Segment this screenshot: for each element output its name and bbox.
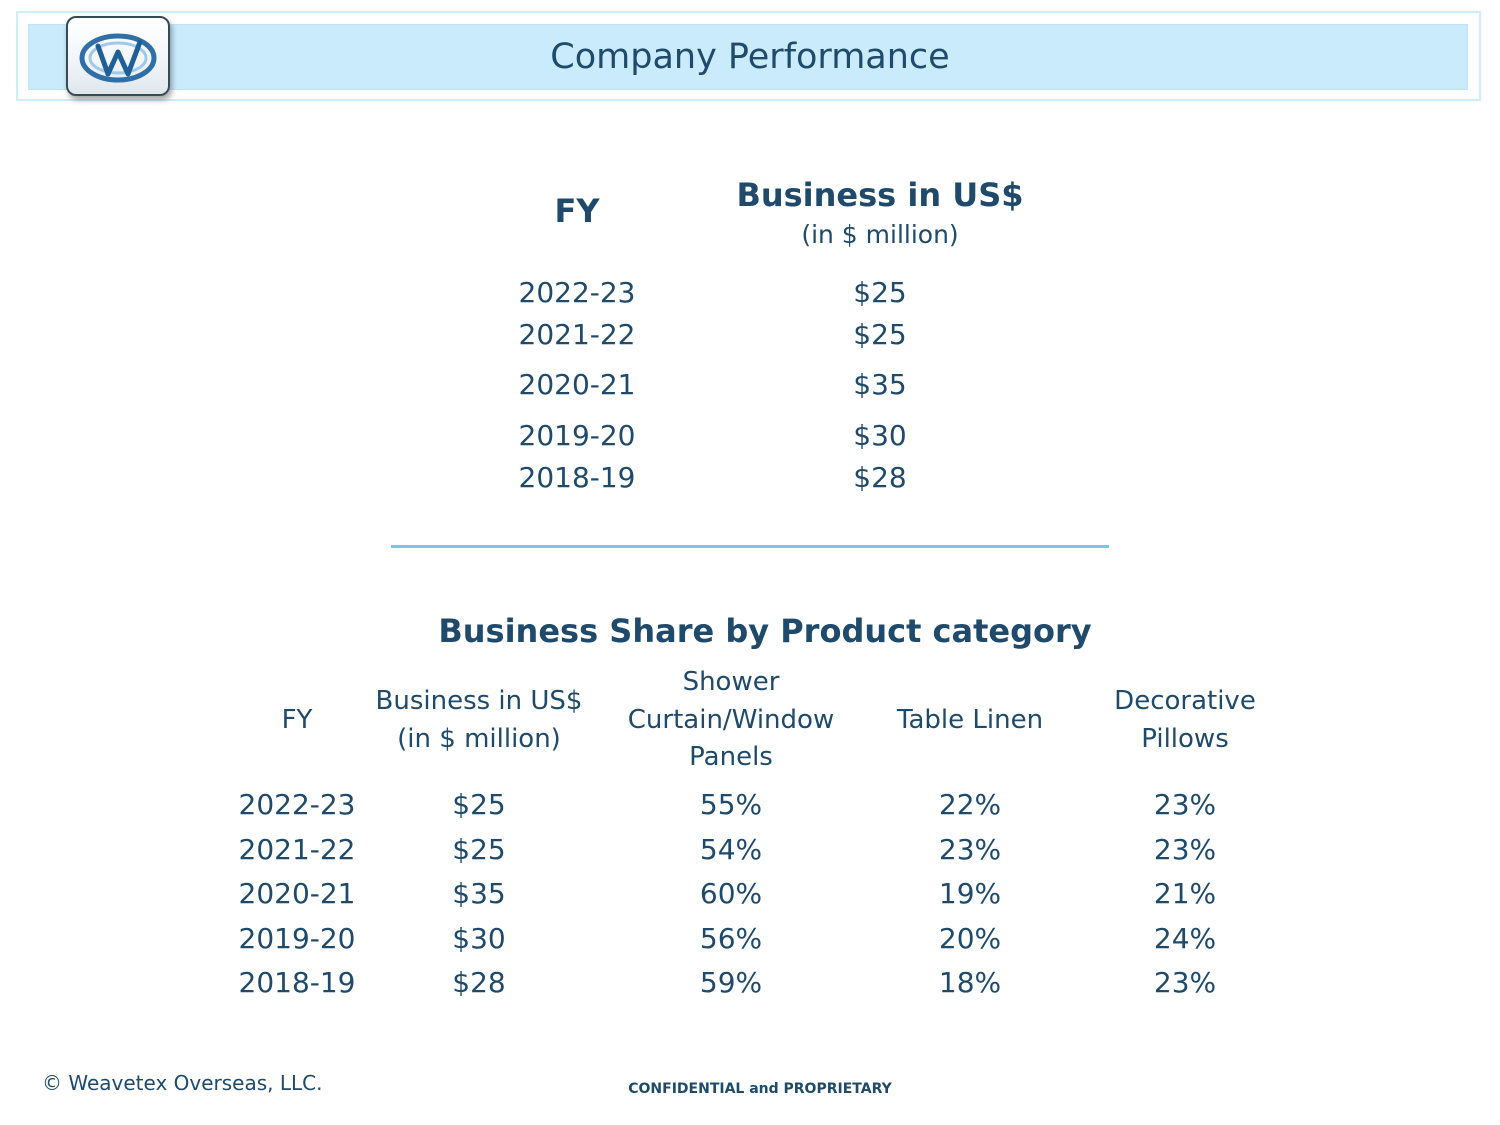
summary-row-value: $35 [853,368,907,401]
category-row-shower: 56% [699,922,763,955]
summary-row-fy: 2018-19 [518,461,636,494]
summary-row-value: $25 [853,318,907,351]
summary-row-fy: 2020-21 [518,368,636,401]
category-row-business: $30 [452,922,506,955]
category-row-linen: 22% [938,788,1002,821]
category-pillows-header: Pillows [1141,724,1229,754]
category-row-business: $35 [452,877,506,910]
summary-row-value: $28 [853,461,907,494]
summary-row-fy: 2019-20 [518,419,636,452]
category-business-header: Business in US$ [375,686,583,716]
category-row-shower: 59% [699,966,763,999]
category-row-shower: 60% [699,877,763,910]
category-row-fy: 2019-20 [238,922,356,955]
header-banner [28,24,1468,90]
category-row-linen: 20% [938,922,1002,955]
category-linen-header: Table Linen [896,705,1044,735]
category-row-business: $28 [452,966,506,999]
summary-row-fy: 2022-23 [518,276,636,309]
category-row-pillows: 23% [1153,788,1217,821]
copyright-text: © Weavetex Overseas, LLC. [42,1071,323,1095]
category-row-linen: 19% [938,877,1002,910]
category-row-linen: 18% [938,966,1002,999]
category-row-shower: 55% [699,788,763,821]
category-row-fy: 2018-19 [238,966,356,999]
category-table-title: Business Share by Product category [438,612,1092,650]
category-row-pillows: 24% [1153,922,1217,955]
category-row-pillows: 23% [1153,966,1217,999]
category-row-fy: 2022-23 [238,788,356,821]
category-shower-header: Curtain/Window [627,705,835,735]
category-row-business: $25 [452,788,506,821]
category-row-pillows: 23% [1153,833,1217,866]
confidential-notice: CONFIDENTIAL and PROPRIETARY [628,1081,892,1097]
summary-row-fy: 2021-22 [518,318,636,351]
summary-business-header: Business in US$ [736,176,1024,214]
section-divider [391,545,1109,548]
category-row-linen: 23% [938,833,1002,866]
summary-fy-header: FY [554,192,600,230]
weavetex-w-logo-icon [66,16,170,96]
category-row-fy: 2021-22 [238,833,356,866]
category-row-shower: 54% [699,833,763,866]
category-fy-header: FY [281,705,313,735]
summary-business-subheader: (in $ million) [801,220,959,249]
category-business-subheader: (in $ million) [397,724,561,754]
category-row-pillows: 21% [1153,877,1217,910]
category-row-business: $25 [452,833,506,866]
category-pillows-header: Decorative [1114,686,1256,716]
category-row-fy: 2020-21 [238,877,356,910]
summary-row-value: $25 [853,276,907,309]
category-shower-header: Shower [682,667,780,697]
summary-row-value: $30 [853,419,907,452]
page-title: Company Performance [550,37,950,77]
category-shower-header: Panels [689,742,773,772]
